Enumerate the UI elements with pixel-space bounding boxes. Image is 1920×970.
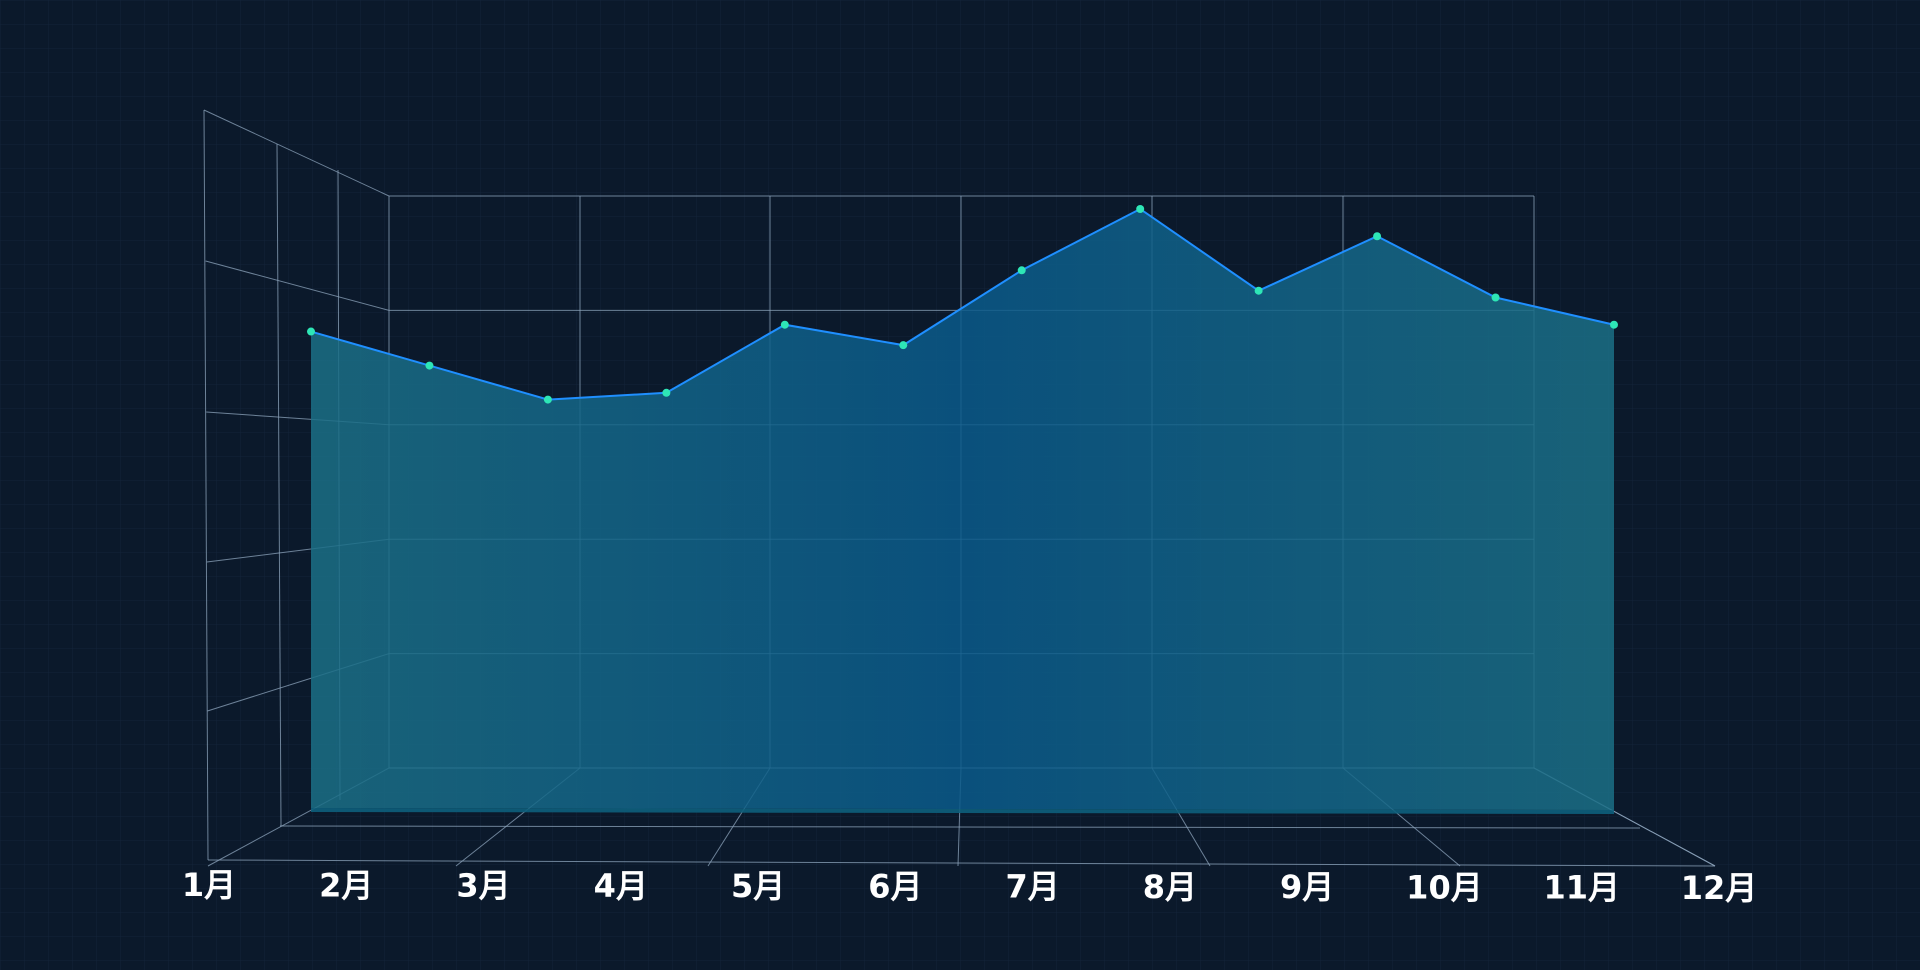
area-base [311,808,1614,814]
left-wall-edge [203,109,390,197]
data-point [425,361,434,370]
x-tick-label: 3月 [456,867,510,905]
series-line [310,207,1615,401]
left-wall-gridline [276,143,282,827]
x-tick-label: 9月 [1280,868,1334,906]
data-point [307,327,315,336]
x-tick-label: 12月 [1681,869,1758,907]
data-point [899,341,908,350]
data-point [1136,205,1145,214]
data-point [780,320,789,329]
x-tick-label: 10月 [1406,868,1483,906]
x-tick-label: 7月 [1005,868,1059,906]
x-tick-label: 1月 [182,866,236,904]
data-point [1254,286,1263,295]
x-tick-label: 6月 [868,867,922,905]
data-point [1610,320,1618,329]
left-wall-gridline [205,260,390,311]
left-wall-edge [203,109,209,861]
data-point [1373,232,1382,241]
x-tick-label: 8月 [1143,868,1197,906]
data-point [662,388,671,397]
data-point [543,395,552,404]
x-tick-label: 5月 [731,867,785,905]
x-tick-label: 11月 [1543,869,1620,907]
x-tick-label: 4月 [594,867,648,905]
data-point [1017,266,1026,275]
x-tick-label: 2月 [319,866,373,904]
x-axis-ticks: 1月 2月 3月 4月 5月 6月 7月 8月 9月 10月 11月 12月 [182,866,1757,907]
data-point [1491,293,1500,302]
floor-front-edge [207,859,1716,867]
area-layer [307,205,1618,814]
area-fill [311,209,1614,811]
